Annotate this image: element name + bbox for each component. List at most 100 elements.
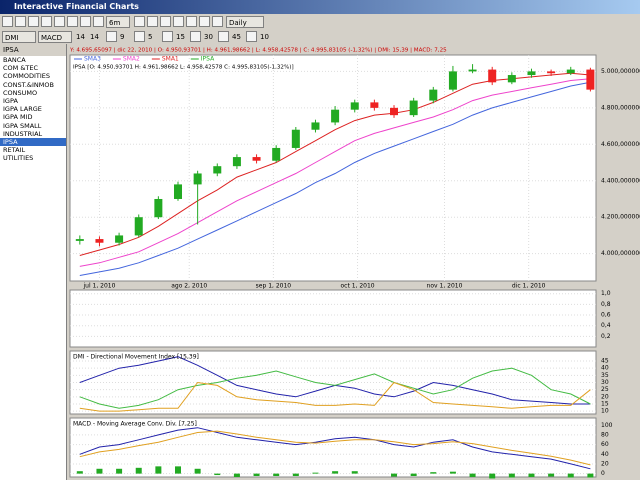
y-tick-label: 0,2 <box>601 333 611 340</box>
tool-icon[interactable] <box>106 31 117 42</box>
tool-icon[interactable] <box>54 16 65 27</box>
histogram-bar <box>96 468 103 474</box>
tool-icon[interactable] <box>186 16 197 27</box>
y-tick-label: 1,0 <box>601 290 611 297</box>
sidebar-item[interactable]: INDUSTRIAL <box>3 129 43 138</box>
interval-select[interactable]: Daily <box>226 16 264 28</box>
sidebar-item[interactable]: IGPA <box>3 97 18 106</box>
y-tick-label: 60 <box>601 441 609 448</box>
x-tick-label: oct 1, 2010 <box>340 283 374 290</box>
y-tick-label: 25 <box>601 386 609 393</box>
tool-icon[interactable] <box>218 31 229 42</box>
tool-icon[interactable] <box>41 16 52 27</box>
series-line <box>79 381 591 412</box>
sidebar-list: BANCA COM &TEC COMMODITIES CONST.&INMOB CONS… <box>0 56 66 163</box>
tool-icon[interactable] <box>212 16 223 27</box>
tool-icon[interactable] <box>147 16 158 27</box>
tool-icon[interactable] <box>162 31 173 42</box>
candle-body <box>468 69 477 72</box>
y-tick-label: 30 <box>601 379 609 386</box>
candle-body <box>488 69 497 83</box>
tool-icon[interactable] <box>80 16 91 27</box>
histogram-bar <box>508 473 515 478</box>
y-tick-label: 80 <box>601 431 609 438</box>
indicator-select[interactable]: MACD <box>38 31 72 43</box>
histogram-bar <box>253 473 260 477</box>
chart-title: IPSA [O: 4.950,93701 H: 4.961,98662 L: 4… <box>73 65 294 71</box>
tool-icon[interactable] <box>199 16 210 27</box>
legend-label: SMA1 <box>162 56 179 63</box>
y-tick-label: 10 <box>601 408 609 415</box>
y-tick-label: 0 <box>601 470 605 477</box>
tool-icon[interactable] <box>134 16 145 27</box>
tool-icon[interactable] <box>190 31 201 42</box>
sidebar-item[interactable]: COM &TEC <box>3 64 39 73</box>
histogram-bar <box>214 473 221 476</box>
tool-icon[interactable] <box>28 16 39 27</box>
sidebar-item[interactable]: CONSUMO <box>3 88 38 97</box>
tool-icon[interactable] <box>93 16 104 27</box>
histogram-bar <box>351 471 358 474</box>
tool-icon[interactable] <box>15 16 26 27</box>
histogram-bar <box>430 472 437 474</box>
histogram-bar <box>528 473 535 477</box>
y-tick-label: 4.400,000000 <box>601 177 640 184</box>
sidebar-item[interactable]: RETAIL <box>3 146 26 155</box>
sidebar-item[interactable]: COMMODITIES <box>3 72 51 81</box>
y-tick-label: 4.000,000000 <box>601 250 640 257</box>
histogram-bar <box>135 467 142 474</box>
candle-body <box>154 198 163 218</box>
x-tick-label: nov 1, 2010 <box>427 283 463 290</box>
tool-icon[interactable] <box>134 31 145 42</box>
tool-icon[interactable] <box>2 16 13 27</box>
sidebar-item[interactable]: CONST.&INMOB <box>3 80 54 89</box>
candle-body <box>213 166 222 174</box>
candle-body <box>547 71 556 74</box>
indicator-select[interactable]: DMI <box>2 31 36 43</box>
candle-body <box>193 173 202 185</box>
param: 5 <box>148 33 153 41</box>
series-line <box>79 367 591 409</box>
candle-body <box>566 69 575 74</box>
series-line <box>79 78 591 267</box>
sidebar-item[interactable]: IGPA SMALL <box>3 121 42 130</box>
period-select[interactable]: 6m <box>106 16 130 28</box>
histogram-bar <box>175 466 182 474</box>
sidebar: IPSA BANCA COM &TEC COMMODITIES CONST.&INMO… <box>0 44 67 480</box>
candle-body <box>409 100 418 116</box>
y-tick-label: 20 <box>601 460 609 467</box>
candle-body <box>429 89 438 101</box>
status-line: Y: 4.695,65097 | dic 22, 2010 | O: 4.950… <box>69 48 447 54</box>
histogram-bar <box>449 471 456 474</box>
histogram-bar <box>567 473 574 478</box>
param: 14 <box>90 33 99 41</box>
candle-body <box>390 107 399 116</box>
histogram-bar <box>391 473 398 477</box>
histogram-bar <box>76 471 83 474</box>
sidebar-title: IPSA <box>0 44 66 56</box>
sidebar-item[interactable]: BANCA <box>3 56 26 64</box>
y-tick-label: 45 <box>601 358 609 365</box>
y-tick-label: 5.000,000000 <box>601 68 640 75</box>
y-tick-label: 15 <box>601 400 609 407</box>
sidebar-item[interactable]: IGPA MID <box>3 113 33 122</box>
param: 45 <box>232 33 241 41</box>
sidebar-item[interactable]: IPSA <box>0 138 66 147</box>
sidebar-item[interactable]: UTILITIES <box>3 154 34 163</box>
legend-label: SMA3 <box>84 56 101 63</box>
histogram-bar <box>233 473 240 477</box>
candle-body <box>331 109 340 123</box>
candle-body <box>311 122 320 130</box>
tool-icon[interactable] <box>160 16 171 27</box>
tool-icon[interactable] <box>173 16 184 27</box>
histogram-bar <box>410 473 417 477</box>
y-tick-label: 40 <box>601 365 609 372</box>
tool-icon[interactable] <box>246 31 257 42</box>
histogram-bar <box>587 473 594 478</box>
panel <box>69 289 597 348</box>
sidebar-item[interactable]: IGPA LARGE <box>3 105 42 114</box>
param: 14 <box>76 33 85 41</box>
y-tick-label: 4.200,000000 <box>601 214 640 221</box>
tool-icon[interactable] <box>67 16 78 27</box>
